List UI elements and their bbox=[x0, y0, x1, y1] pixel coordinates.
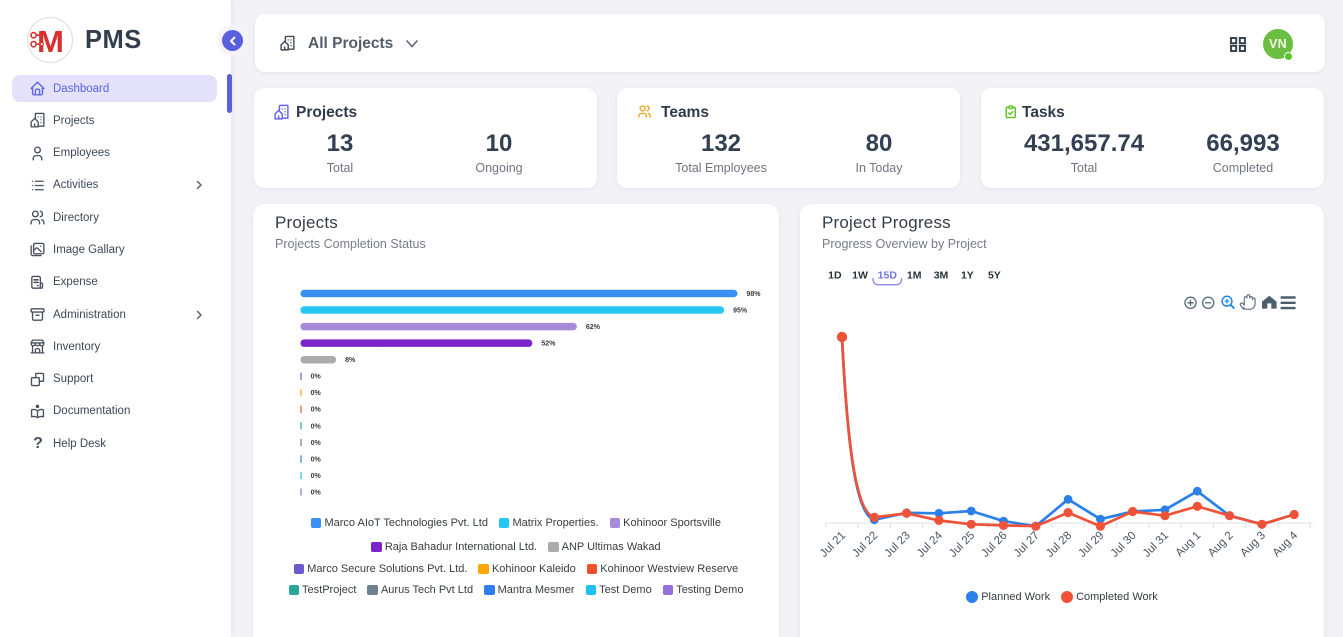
svg-text:Jul 25: Jul 25 bbox=[947, 530, 977, 560]
svg-text:Jul 31: Jul 31 bbox=[1141, 530, 1171, 560]
svg-text:Jul 24: Jul 24 bbox=[915, 529, 946, 560]
svg-text:52%: 52% bbox=[541, 341, 556, 348]
svg-text:Jul 23: Jul 23 bbox=[883, 530, 913, 560]
svg-text:1Y: 1Y bbox=[961, 270, 974, 282]
svg-text:1M: 1M bbox=[907, 270, 922, 282]
svg-text:0%: 0% bbox=[311, 456, 322, 463]
svg-text:Aug 3: Aug 3 bbox=[1238, 530, 1268, 560]
svg-text:Aug 2: Aug 2 bbox=[1206, 530, 1236, 560]
svg-text:0%: 0% bbox=[311, 390, 322, 397]
svg-text:Aug 1: Aug 1 bbox=[1174, 530, 1204, 560]
svg-text:Aug 4: Aug 4 bbox=[1271, 529, 1301, 559]
svg-text:1D: 1D bbox=[828, 270, 842, 282]
svg-text:0%: 0% bbox=[311, 489, 322, 496]
svg-text:0%: 0% bbox=[311, 374, 322, 381]
svg-text:3M: 3M bbox=[934, 270, 949, 282]
svg-text:8%: 8% bbox=[345, 357, 356, 364]
svg-text:Jul 22: Jul 22 bbox=[850, 530, 880, 560]
svg-text:M: M bbox=[37, 25, 64, 59]
svg-text:Jul 29: Jul 29 bbox=[1076, 530, 1106, 560]
svg-text:0%: 0% bbox=[311, 473, 322, 480]
svg-text:1W: 1W bbox=[852, 270, 868, 282]
svg-text:Jul 21: Jul 21 bbox=[818, 530, 848, 560]
svg-text:95%: 95% bbox=[733, 307, 748, 314]
svg-text:0%: 0% bbox=[311, 407, 322, 414]
svg-text:0%: 0% bbox=[311, 423, 322, 430]
svg-text:Jul 27: Jul 27 bbox=[1012, 530, 1042, 560]
svg-text:5Y: 5Y bbox=[988, 270, 1001, 282]
svg-text:62%: 62% bbox=[586, 324, 601, 331]
svg-text:98%: 98% bbox=[746, 291, 761, 298]
svg-text:0%: 0% bbox=[311, 440, 322, 447]
svg-text:15D: 15D bbox=[878, 270, 898, 282]
svg-text:Jul 28: Jul 28 bbox=[1044, 530, 1074, 560]
svg-text:Jul 30: Jul 30 bbox=[1109, 530, 1139, 560]
svg-text:Jul 26: Jul 26 bbox=[979, 530, 1009, 560]
